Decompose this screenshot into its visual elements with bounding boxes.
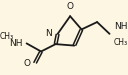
Text: N: N: [45, 29, 52, 38]
Text: NH: NH: [9, 39, 22, 48]
Text: CH₃: CH₃: [114, 38, 128, 47]
Text: O: O: [24, 59, 31, 68]
Text: O: O: [67, 2, 74, 11]
Text: CH₃: CH₃: [0, 32, 14, 41]
Text: NH: NH: [114, 22, 127, 31]
